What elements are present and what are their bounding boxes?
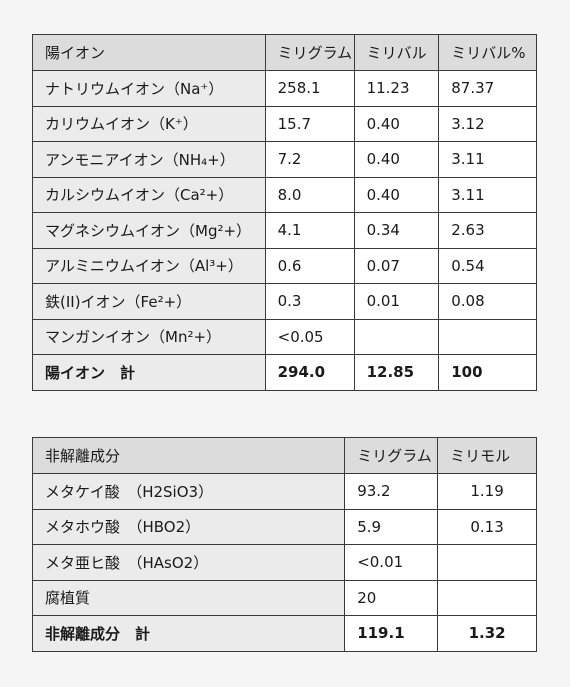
- non-ionized-table: 非解離成分 ミリグラム ミリモル メタケイ酸 （H2SiO3） 93.2 1.1…: [31, 437, 537, 652]
- cation-mg: 0.6: [264, 247, 355, 284]
- cation-mval: 0.40: [353, 141, 440, 178]
- nonion-mg: <0.01: [344, 544, 439, 581]
- nonion-mg: 20: [344, 579, 439, 616]
- table-row: アンモニアイオン（NH₄+） 7.2 0.40 3.11: [32, 141, 537, 178]
- nonion-header-mmol: ミリモル: [437, 437, 537, 474]
- nonion-header-name: 非解離成分: [31, 437, 346, 474]
- cation-mg: 8.0: [264, 176, 355, 213]
- cation-header-row: 陽イオン ミリグラム ミリバル ミリバル%: [32, 34, 537, 71]
- cation-table: 陽イオン ミリグラム ミリバル ミリバル% ナトリウムイオン（Na⁺） 258.…: [32, 34, 537, 391]
- cation-mg: 258.1: [264, 70, 355, 107]
- table-row: カルシウムイオン（Ca²+） 8.0 0.40 3.11: [32, 176, 537, 213]
- cation-name: マグネシウムイオン（Mg²+）: [32, 212, 266, 249]
- nonion-mmol: [437, 579, 537, 616]
- nonion-total-mmol: 1.32: [437, 615, 537, 652]
- nonion-name: メタケイ酸 （H2SiO3）: [31, 473, 346, 510]
- cation-mval: 0.40: [353, 176, 440, 213]
- cation-mval: 0.40: [353, 105, 440, 142]
- table-row: 鉄(II)イオン（Fe²+） 0.3 0.01 0.08: [32, 283, 537, 320]
- table-row: メタケイ酸 （H2SiO3） 93.2 1.19: [31, 473, 537, 510]
- cation-name: カリウムイオン（K⁺）: [32, 105, 266, 142]
- cation-total-mval: 12.85: [353, 354, 440, 391]
- table-row: アルミニウムイオン（Al³+） 0.6 0.07 0.54: [32, 247, 537, 284]
- nonion-name: メタホウ酸 （HBO2）: [31, 508, 346, 545]
- nonion-total-mg: 119.1: [344, 615, 439, 652]
- nonion-mmol: 1.19: [437, 473, 537, 510]
- cation-mval: [353, 318, 440, 355]
- table-row: 腐植質 20: [31, 579, 537, 616]
- table-row: メタ亜ヒ酸 （HAsO2） <0.01: [31, 544, 537, 581]
- cation-total-label: 陽イオン 計: [32, 354, 266, 391]
- cation-header-mval: ミリバル: [353, 34, 440, 71]
- cation-mval-percent: 2.63: [438, 212, 537, 249]
- cation-total-row: 陽イオン 計 294.0 12.85 100: [32, 354, 537, 391]
- table-row: マンガンイオン（Mn²+） <0.05: [32, 318, 537, 355]
- cation-header-mval-percent: ミリバル%: [438, 34, 537, 71]
- nonion-header-mg: ミリグラム: [344, 437, 439, 474]
- table-row: カリウムイオン（K⁺） 15.7 0.40 3.12: [32, 105, 537, 142]
- cation-name: アルミニウムイオン（Al³+）: [32, 247, 266, 284]
- cation-mval: 0.01: [353, 283, 440, 320]
- nonion-mmol: [437, 544, 537, 581]
- cation-mval-percent: 3.11: [438, 141, 537, 178]
- cation-mval: 0.34: [353, 212, 440, 249]
- cation-mg: <0.05: [264, 318, 355, 355]
- cation-mval-percent: 0.54: [438, 247, 537, 284]
- cation-total-mval-percent: 100: [438, 354, 537, 391]
- cation-name: カルシウムイオン（Ca²+）: [32, 176, 266, 213]
- cation-header-name: 陽イオン: [32, 34, 266, 71]
- cation-total-mg: 294.0: [264, 354, 355, 391]
- cation-mval-percent: [438, 318, 537, 355]
- cation-name: 鉄(II)イオン（Fe²+）: [32, 283, 266, 320]
- nonion-mg: 93.2: [344, 473, 439, 510]
- cation-mval-percent: 3.11: [438, 176, 537, 213]
- nonion-total-label: 非解離成分 計: [31, 615, 346, 652]
- nonion-mg: 5.9: [344, 508, 439, 545]
- nonion-mmol: 0.13: [437, 508, 537, 545]
- nonion-name: メタ亜ヒ酸 （HAsO2）: [31, 544, 346, 581]
- cation-mval-percent: 3.12: [438, 105, 537, 142]
- cation-mg: 4.1: [264, 212, 355, 249]
- cation-mg: 15.7: [264, 105, 355, 142]
- table-row: マグネシウムイオン（Mg²+） 4.1 0.34 2.63: [32, 212, 537, 249]
- cation-mval: 0.07: [353, 247, 440, 284]
- nonion-header-row: 非解離成分 ミリグラム ミリモル: [31, 437, 537, 474]
- nonion-name: 腐植質: [31, 579, 346, 616]
- cation-mval: 11.23: [353, 70, 440, 107]
- cation-mg: 0.3: [264, 283, 355, 320]
- table-row: ナトリウムイオン（Na⁺） 258.1 11.23 87.37: [32, 70, 537, 107]
- cation-mval-percent: 87.37: [438, 70, 537, 107]
- cation-header-mg: ミリグラム: [264, 34, 355, 71]
- nonion-total-row: 非解離成分 計 119.1 1.32: [31, 615, 537, 652]
- table-row: メタホウ酸 （HBO2） 5.9 0.13: [31, 508, 537, 545]
- cation-mval-percent: 0.08: [438, 283, 537, 320]
- cation-name: マンガンイオン（Mn²+）: [32, 318, 266, 355]
- cation-mg: 7.2: [264, 141, 355, 178]
- cation-name: ナトリウムイオン（Na⁺）: [32, 70, 266, 107]
- cation-name: アンモニアイオン（NH₄+）: [32, 141, 266, 178]
